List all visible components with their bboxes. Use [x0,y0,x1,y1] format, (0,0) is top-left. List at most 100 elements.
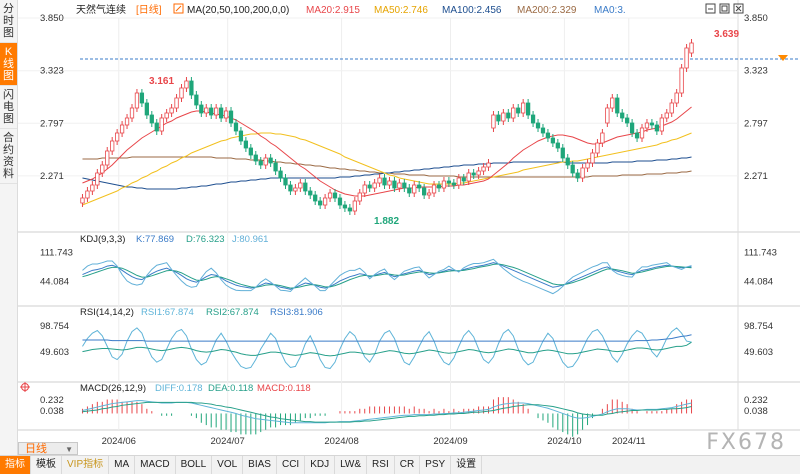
candle-body [174,97,179,109]
rsi-title: RSI(14,14,2) [80,307,134,318]
toolbar-item-4[interactable]: MACD [135,456,176,474]
candle-body [194,94,199,106]
series-line-RSI1 [82,327,692,370]
candle-body [90,184,95,192]
candle-body [481,166,486,172]
kdj-legend: KDJ(9,3,3) K:77.869 D:76.323 J:80.961 [80,234,268,245]
candle-body [605,107,610,124]
edit-icon[interactable] [173,3,184,14]
candle-body [85,190,90,199]
candle-body [115,132,120,142]
sidebar-tab-1[interactable]: K线图 [0,43,17,86]
y-tick-label-right: 98.754 [744,321,773,332]
candle-body [298,182,303,189]
candle-body [214,107,219,116]
axis-labels: 2024/06 2024/07 2024/08 2024/09 2024/10 2024/… [40,13,777,447]
candle-body [164,112,169,119]
candle-body [590,152,595,164]
candle-body [273,162,278,172]
close-icon[interactable] [733,3,744,14]
candle-body [570,164,575,174]
y-tick-label-left: 49.603 [40,347,69,358]
candle-body [595,142,600,154]
series-line-K [82,262,692,290]
candle-body [313,194,318,202]
candle-body [95,172,100,186]
candle-body [575,172,580,179]
candle-body [293,187,298,192]
y-tick-label-left: 44.084 [40,276,69,287]
candle-body [654,124,659,132]
toolbar-item-9[interactable]: KDJ [305,456,336,474]
toolbar-item-2[interactable]: VIP指标 [62,456,110,474]
candle-body [550,137,556,144]
candle-body [659,117,664,132]
y-tick-label-left: 2.271 [40,171,64,182]
candle-body [679,67,684,94]
candle-body [501,112,506,122]
candle-body [342,204,348,209]
candle-body [327,192,333,199]
candle-body [199,104,204,114]
candle-body [471,172,476,176]
toolbar-item-13[interactable]: PSY [420,456,452,474]
toolbar-item-1[interactable]: 模板 [31,456,62,474]
chevron-down-icon: ▼ [65,445,73,454]
candle-body [352,200,357,212]
candle-body [407,187,412,194]
sidebar-tab-0[interactable]: 分时图 [0,0,17,43]
candle-body [169,107,174,114]
annotation-latest-high: 3.639 [714,29,739,40]
toolbar-item-6[interactable]: VOL [212,456,244,474]
y-tick-label-left: 2.797 [40,118,64,129]
x-tick-label: 2024/11 [612,436,646,447]
candle-body [362,184,367,194]
candle-body [422,187,427,196]
y-tick-label-right: 44.084 [744,276,773,287]
candle-body [545,132,551,139]
toolbar-item-0[interactable]: 指标 [0,456,31,474]
sidebar-tab-2[interactable]: 闪电图 [0,86,17,129]
toolbar-item-8[interactable]: CCI [277,456,306,474]
candle-body [387,180,392,186]
candle-body [585,162,590,169]
candle-body [649,122,655,126]
toolbar-item-7[interactable]: BIAS [243,456,277,474]
x-tick-label: 2024/09 [433,436,467,447]
candle-body [600,132,605,144]
candle-body [110,140,115,152]
kline-chart[interactable]: 天然气连续 [日线] MA(20,50,100,200,0,0) MA20:2.… [18,0,800,455]
candle-body [625,117,630,124]
y-tick-label-right: 0.232 [744,395,768,406]
macd-title: MACD(26,12,9) [80,383,146,394]
ma100-line [82,156,692,190]
period-selector[interactable]: 日线 ▼ [18,442,78,455]
toolbar-item-5[interactable]: BOLL [176,456,213,474]
settings-crosshair-icon[interactable] [20,382,30,392]
minimize-icon[interactable] [705,3,716,14]
candle-body [233,122,239,132]
candle-body [689,42,694,54]
ma-params: MA(20,50,100,200,0,0) [187,5,289,16]
x-tick-label: 2024/10 [547,436,581,447]
candle-body [634,132,640,139]
toolbar-item-11[interactable]: RSI [367,456,395,474]
candle-body [451,182,456,186]
candle-body [204,107,209,114]
kdj-title: KDJ(9,3,3) [80,234,125,245]
toolbar-item-14[interactable]: 设置 [451,456,483,474]
ma0-label: MA0:3. [594,5,626,16]
sidebar-tab-3[interactable]: 合约资料 [0,129,17,184]
kdj-legend-j: J:80.961 [232,234,268,245]
candle-body [431,184,437,194]
candle-body [303,182,308,192]
candle-body [223,110,229,119]
restore-icon[interactable] [719,3,730,14]
toolbar-item-3[interactable]: MA [109,456,136,474]
candle-body [357,192,362,202]
y-tick-label-right: 111.743 [744,248,777,259]
toolbar-item-10[interactable]: LW& [335,456,368,474]
candle-body [253,154,258,162]
candle-body [521,102,526,114]
toolbar-item-12[interactable]: CR [395,456,421,474]
